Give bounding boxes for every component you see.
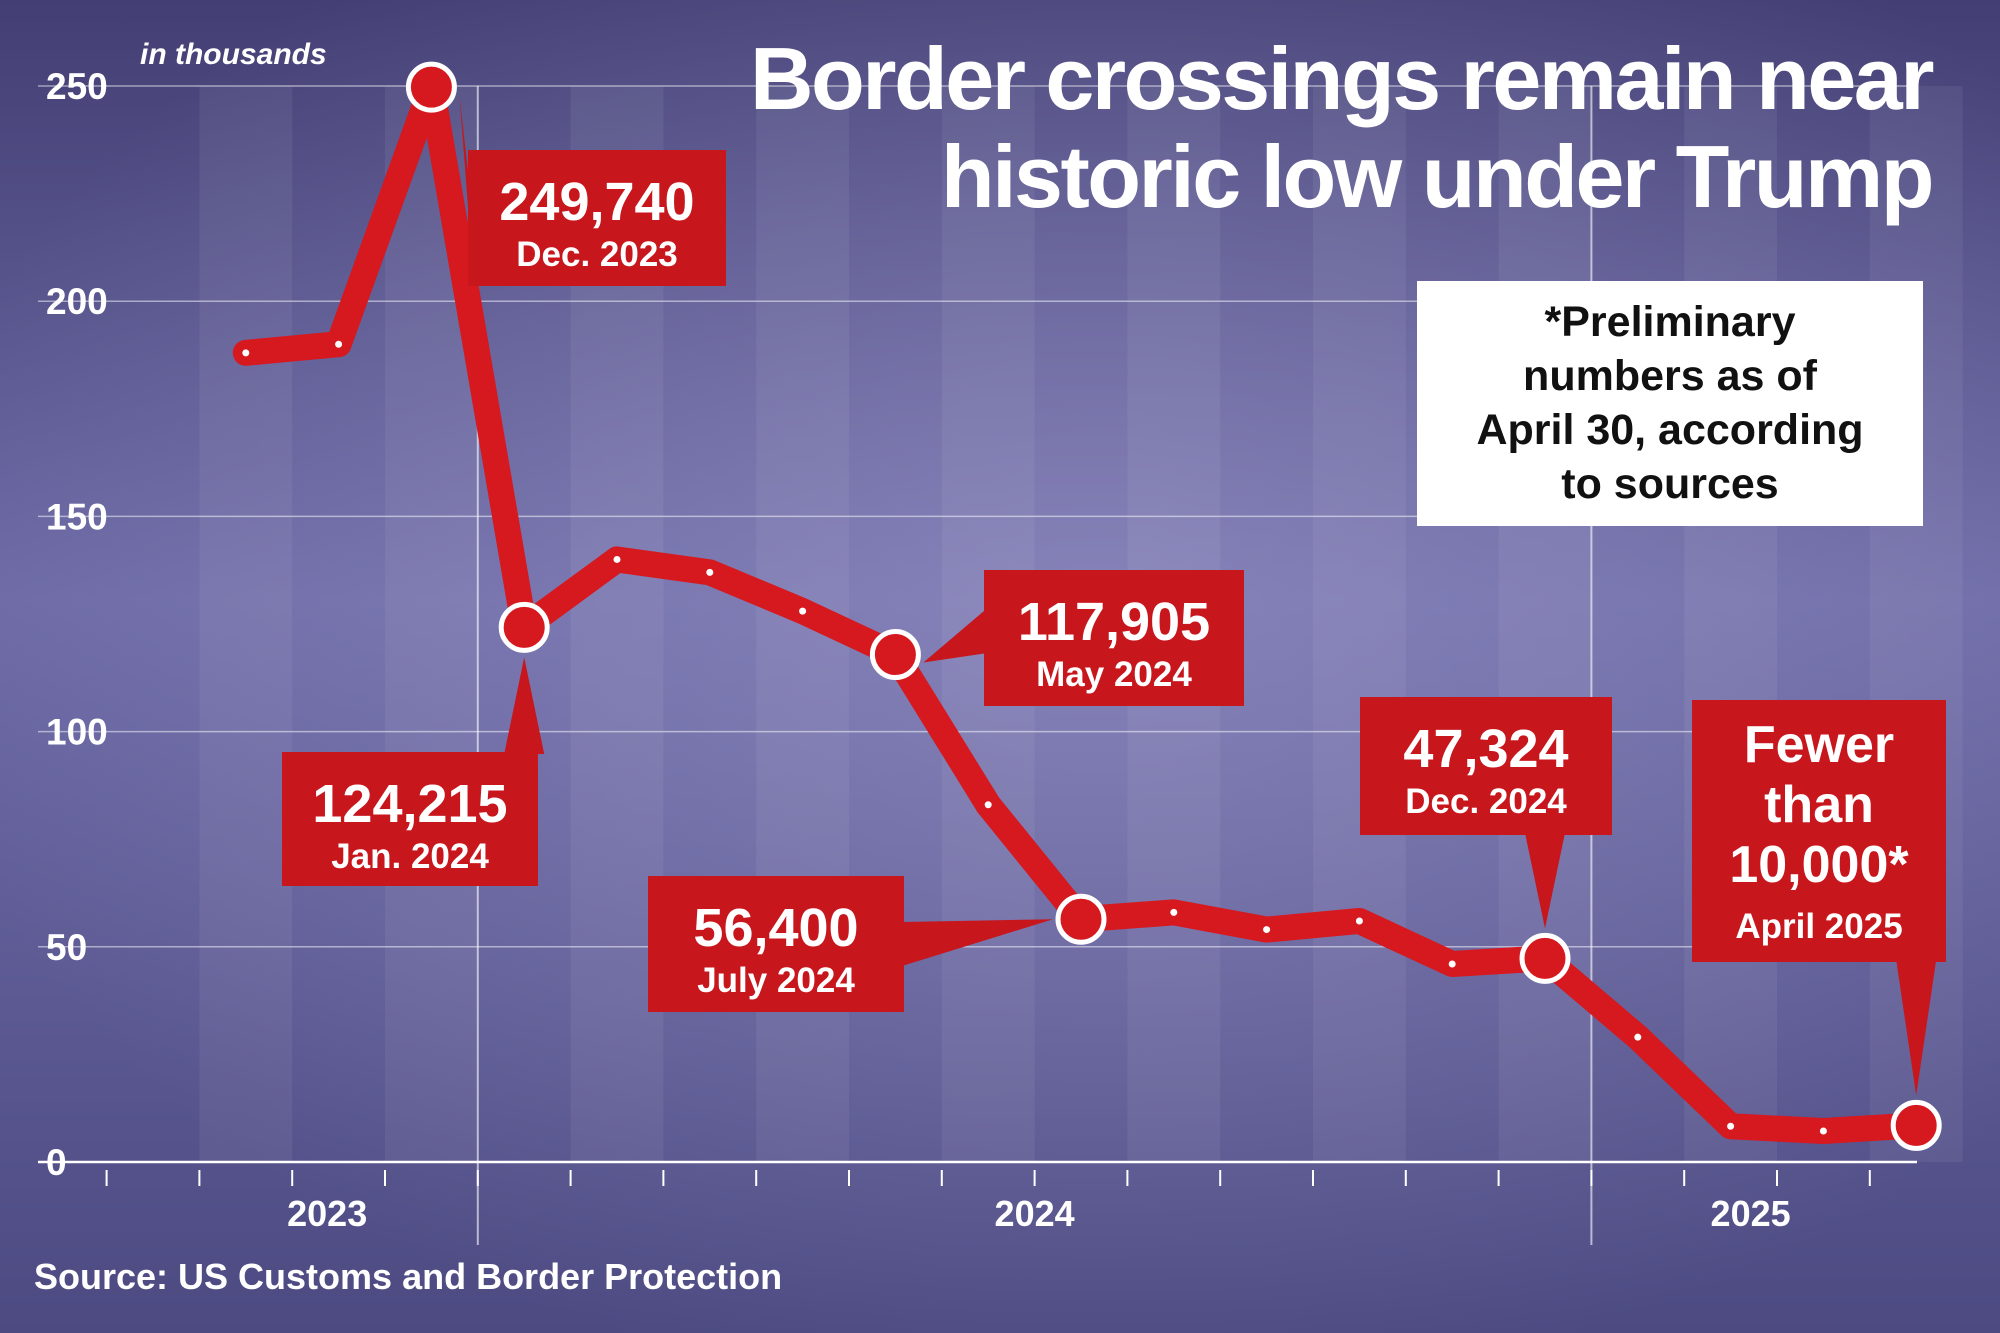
callout-box [648, 876, 904, 1012]
callout-pointer [1896, 960, 1937, 1096]
chart-title-line-2: historic low under Trump [940, 127, 1935, 226]
note-line: to sources [1561, 460, 1779, 508]
data-point [1170, 908, 1178, 916]
data-point [1634, 1033, 1642, 1041]
callout-value: 47,324 [1403, 719, 1568, 779]
callout-date: Dec. 2024 [1405, 782, 1567, 821]
callout-value: 124,215 [312, 774, 507, 834]
highlight-point [1519, 932, 1571, 984]
callout-date: Jan. 2024 [331, 837, 489, 876]
data-point [1819, 1127, 1827, 1135]
data-point [242, 349, 250, 357]
x-year-label: 2023 [287, 1193, 367, 1234]
callout-date: May 2024 [1036, 655, 1192, 694]
callout-value: Fewer [1744, 716, 1894, 774]
callout-box [282, 752, 538, 886]
highlight-point [405, 61, 457, 113]
y-tick-label: 200 [46, 281, 108, 322]
data-point [1727, 1122, 1735, 1130]
callout-box [468, 150, 726, 286]
x-year-label: 2024 [995, 1193, 1075, 1234]
callout-pointer [902, 919, 1053, 966]
preliminary-note: *Preliminary numbers as of April 30, acc… [1417, 281, 1923, 526]
data-point [1448, 960, 1456, 968]
data-point [984, 801, 992, 809]
note-line: April 30, according [1476, 406, 1864, 454]
data-point [613, 555, 621, 563]
month-band [199, 86, 293, 1162]
callout-date: July 2024 [697, 961, 855, 1000]
data-point [799, 607, 807, 615]
data-point [335, 340, 343, 348]
callout-pointer [1525, 833, 1565, 929]
callout-pointer [459, 95, 470, 234]
callout-pointer [923, 609, 986, 663]
source-note: Source: US Customs and Border Protection [34, 1256, 783, 1297]
highlight-point [1890, 1099, 1942, 1151]
highlight-point [1055, 893, 1107, 945]
note-line: numbers as of [1523, 352, 1817, 400]
y-tick-label: 250 [46, 66, 108, 107]
y-tick-label: 50 [46, 927, 87, 968]
callout-box [984, 570, 1244, 706]
chart-title-line-1: Border crossings remain near [749, 29, 1935, 128]
callout-date: April 2025 [1735, 907, 1902, 946]
callout-value: 249,740 [499, 172, 694, 232]
y-tick-label: 100 [46, 712, 108, 753]
callout-pointer [504, 657, 545, 754]
month-band [1684, 86, 1777, 1162]
callout-value: than [1764, 776, 1874, 834]
highlight-point [498, 601, 550, 653]
note-line: *Preliminary [1544, 298, 1796, 346]
data-point [1263, 926, 1271, 934]
data-point [1355, 917, 1363, 925]
month-band [1313, 86, 1406, 1162]
callout-value: 117,905 [1018, 592, 1210, 652]
callout-value: 10,000* [1729, 836, 1909, 894]
chart-title: Border crossings remain near historic lo… [749, 29, 1935, 226]
y-axis-unit-label: in thousands [140, 38, 327, 71]
highlight-point [869, 629, 921, 681]
callout-value: 56,400 [693, 898, 858, 958]
y-tick-label: 150 [46, 496, 108, 537]
data-point [706, 568, 714, 576]
callout-box [1360, 697, 1612, 835]
callout-box [1692, 700, 1946, 962]
callout-date: Dec. 2023 [516, 235, 678, 274]
x-year-label: 2025 [1711, 1193, 1791, 1234]
